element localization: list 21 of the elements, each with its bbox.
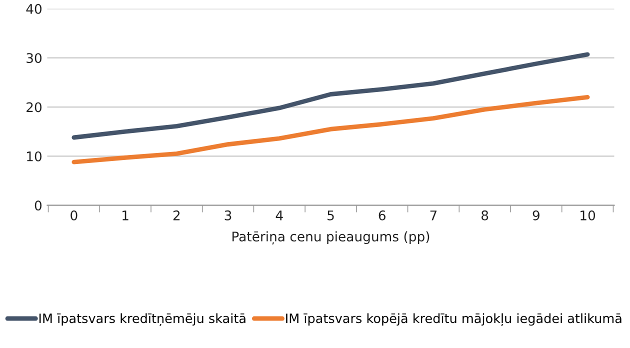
legend-label: IM īpatsvars kopējā kredītu mājokļu iegādei atlikumā <box>286 313 622 326</box>
x-tick-label: 10 <box>580 210 596 220</box>
x-tick-label: 3 <box>224 210 232 220</box>
y-tick-label: 40 <box>26 4 42 14</box>
legend-label: IM īpatsvars kredītņēmēju skaitā <box>39 313 246 326</box>
x-tick-label: 0 <box>70 210 78 220</box>
y-tick-label: 30 <box>26 53 42 64</box>
y-tick-label: 20 <box>26 102 42 112</box>
y-tick-label: 10 <box>27 151 42 162</box>
x-tick-label: 6 <box>378 210 386 220</box>
x-tick-label: 2 <box>173 210 180 220</box>
x-axis-title: Patēriņa cenu pieaugums (pp) <box>232 231 430 244</box>
y-tick-label: 0 <box>34 200 42 211</box>
x-tick-label: 4 <box>276 210 283 220</box>
line-series <box>72 52 590 140</box>
x-tick-label: 8 <box>482 210 488 220</box>
x-tick-label: 1 <box>122 210 128 220</box>
x-tick-label: 7 <box>430 210 437 220</box>
x-tick-label: 5 <box>328 210 334 220</box>
x-tick-label: 9 <box>532 210 540 220</box>
line-series <box>72 94 590 164</box>
